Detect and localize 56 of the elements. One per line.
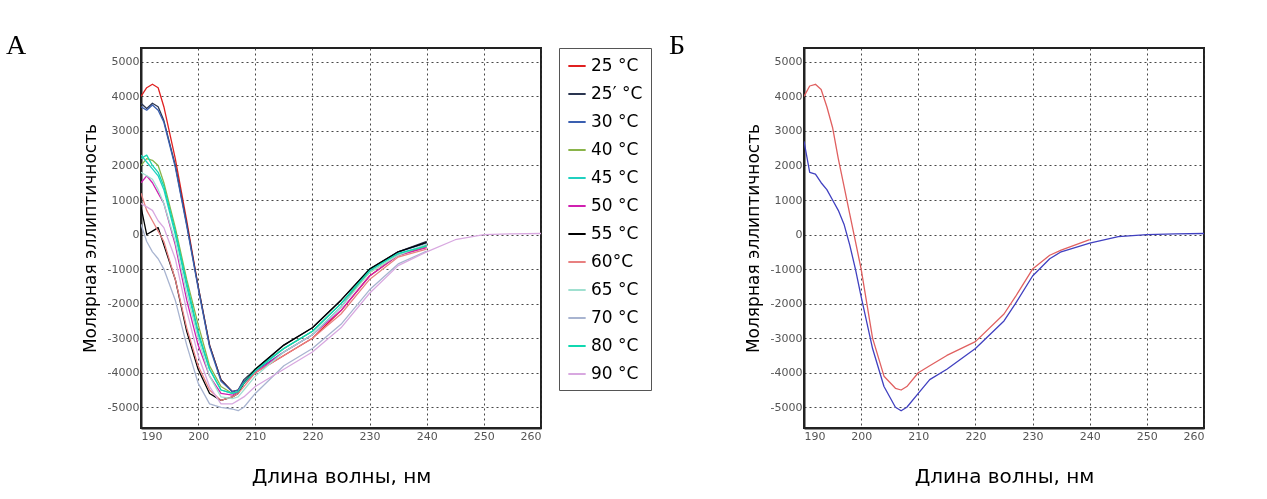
legend-label: 50 °C bbox=[591, 195, 639, 215]
y-tick-label: -1000 bbox=[107, 262, 140, 276]
x-tick-label: 210 bbox=[245, 429, 267, 443]
legend-label: 55 °C bbox=[591, 223, 639, 243]
x-tick-label: 200 bbox=[851, 429, 873, 443]
legend-label: 90 °C bbox=[591, 363, 639, 383]
x-tick-label: 230 bbox=[1022, 429, 1044, 443]
y-tick-label: 1000 bbox=[774, 193, 803, 207]
y-tick-label: -5000 bbox=[107, 400, 140, 414]
y-tick-label: -4000 bbox=[770, 366, 803, 380]
y-tick-label: 3000 bbox=[111, 124, 140, 138]
y-tick-label: 2000 bbox=[111, 158, 140, 172]
y-tick-label: -2000 bbox=[770, 297, 803, 311]
x-tick-label: 210 bbox=[908, 429, 930, 443]
y-tick-label: 2000 bbox=[774, 158, 803, 172]
y-tick-label: 0 bbox=[795, 228, 803, 242]
y-tick-label: 4000 bbox=[111, 89, 140, 103]
x-tick-label: 200 bbox=[188, 429, 210, 443]
y-tick-label: 0 bbox=[132, 228, 140, 242]
x-axis-title: Длина волны, нм bbox=[914, 463, 1095, 488]
x-tick-label: 260 bbox=[520, 429, 542, 443]
x-tick-label: 240 bbox=[1079, 429, 1101, 443]
legend-label: 25 °C bbox=[591, 55, 639, 75]
legend-label: 25′ °C bbox=[591, 83, 643, 103]
legend-label: 60°C bbox=[591, 251, 634, 271]
legend-label: 30 °C bbox=[591, 111, 639, 131]
y-axis-title: Молярная эллиптичность bbox=[742, 123, 763, 354]
x-axis-title: Длина волны, нм bbox=[251, 463, 432, 488]
y-tick-label: -2000 bbox=[107, 297, 140, 311]
x-tick-label: 240 bbox=[416, 429, 438, 443]
y-tick-label: 1000 bbox=[111, 193, 140, 207]
legend-label: 80 °C bbox=[591, 335, 639, 355]
y-tick-label: -3000 bbox=[107, 331, 140, 345]
x-tick-label: 260 bbox=[1183, 429, 1205, 443]
y-tick-label: 4000 bbox=[774, 89, 803, 103]
chart-title: Б bbox=[669, 29, 686, 60]
x-tick-label: 250 bbox=[473, 429, 495, 443]
x-tick-label: 250 bbox=[1136, 429, 1158, 443]
y-tick-label: -1000 bbox=[770, 262, 803, 276]
x-tick-label: 230 bbox=[359, 429, 381, 443]
x-tick-label: 190 bbox=[141, 429, 163, 443]
x-tick-label: 220 bbox=[965, 429, 987, 443]
legend-label: 65 °C bbox=[591, 279, 639, 299]
y-tick-label: -4000 bbox=[107, 366, 140, 380]
y-tick-label: 3000 bbox=[774, 124, 803, 138]
y-tick-label: -3000 bbox=[770, 331, 803, 345]
chart-title: А bbox=[6, 28, 28, 60]
y-tick-label: 5000 bbox=[111, 55, 140, 69]
legend-label: 70 °C bbox=[591, 307, 639, 327]
y-tick-label: 5000 bbox=[774, 55, 803, 69]
legend-label: 40 °C bbox=[591, 139, 639, 159]
y-axis-title: Молярная эллиптичность bbox=[79, 123, 100, 354]
legend-label: 45 °C bbox=[591, 167, 639, 187]
x-tick-label: 190 bbox=[804, 429, 826, 443]
y-tick-label: -5000 bbox=[770, 400, 803, 414]
x-tick-label: 220 bbox=[302, 429, 324, 443]
